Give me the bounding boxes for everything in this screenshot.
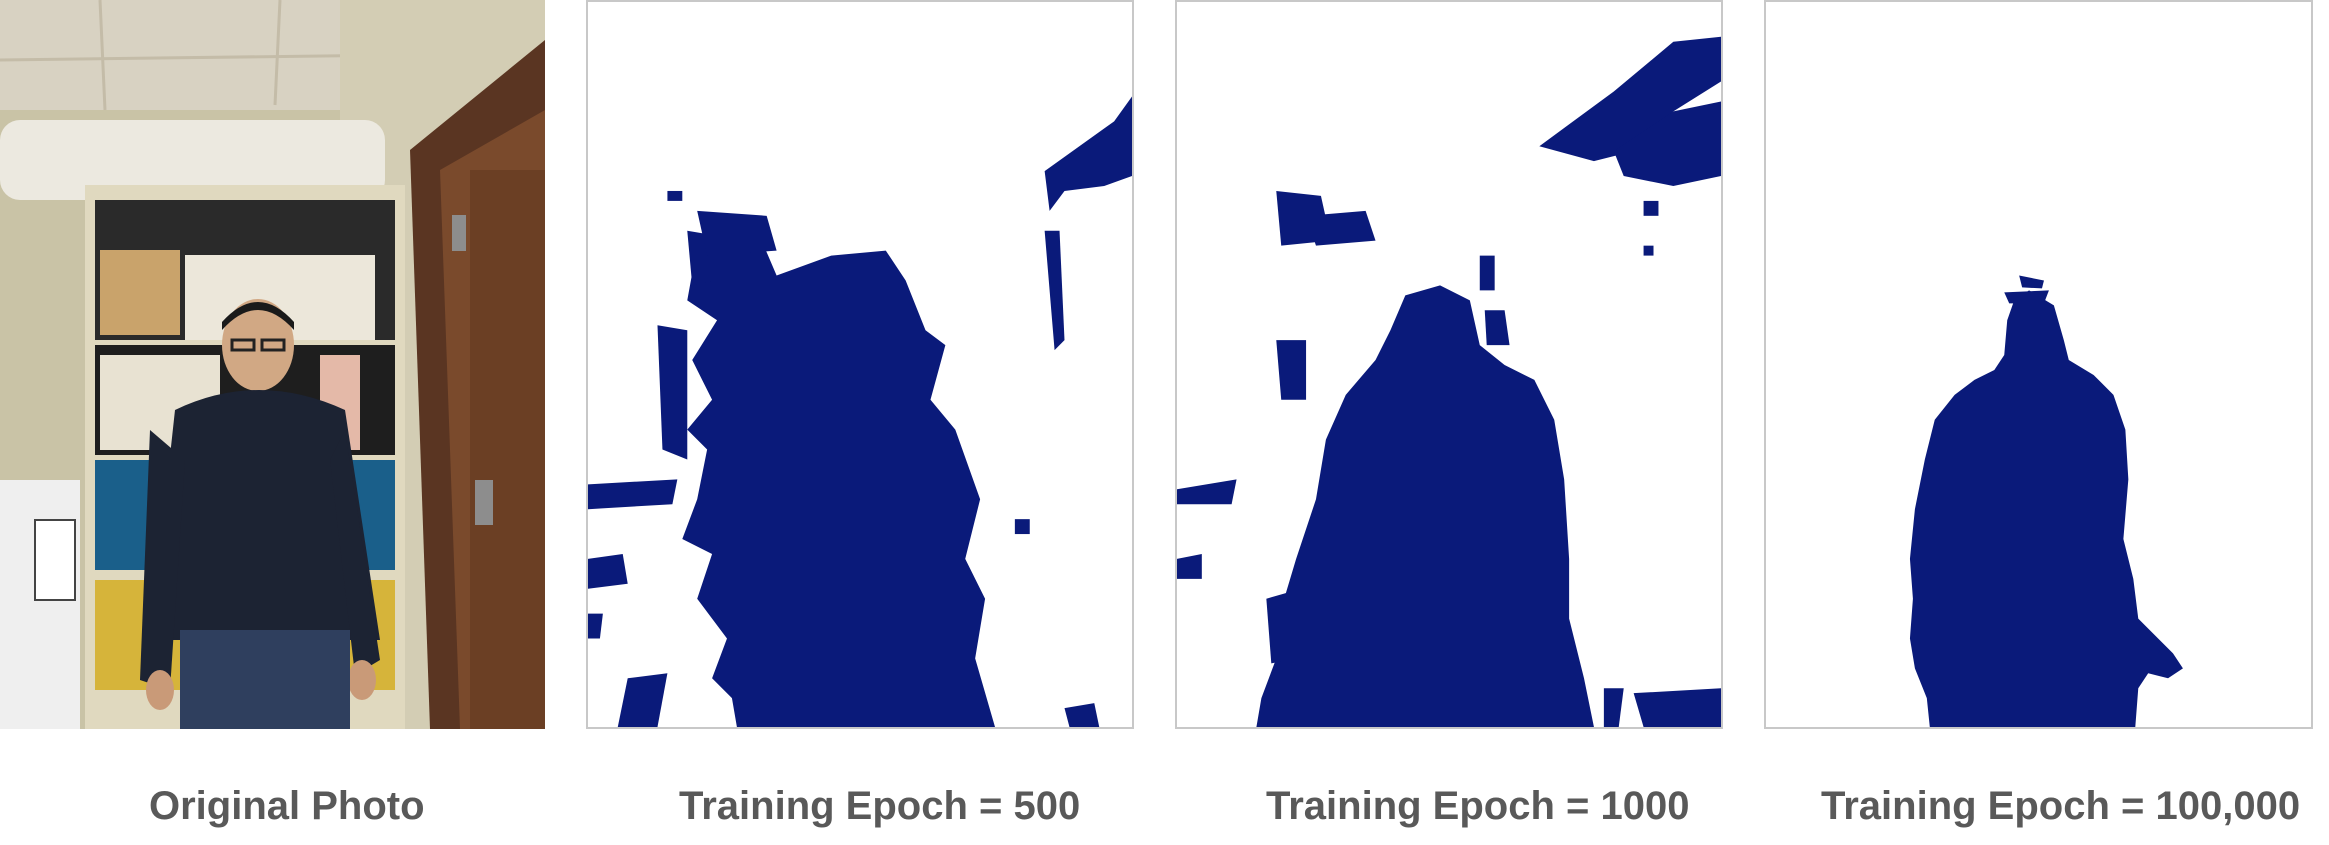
- caption-epoch-500: Training Epoch = 500: [679, 784, 1081, 828]
- caption-epoch-100000: Training Epoch = 100,000: [1821, 784, 2301, 828]
- mask-epoch-500: [586, 0, 1134, 729]
- segmentation-mask-500: [588, 96, 1132, 727]
- mask-epoch-1000: [1175, 0, 1723, 729]
- segmentation-mask-100000: [1909, 275, 2183, 727]
- original-photo: [0, 0, 545, 729]
- caption-epoch-1000: Training Epoch = 1000: [1266, 784, 1690, 828]
- caption-original-photo: Original Photo: [149, 784, 425, 828]
- segmentation-mask-1000: [1177, 36, 1721, 727]
- mask-epoch-100000: [1764, 0, 2313, 729]
- office-photo-image: [0, 0, 545, 729]
